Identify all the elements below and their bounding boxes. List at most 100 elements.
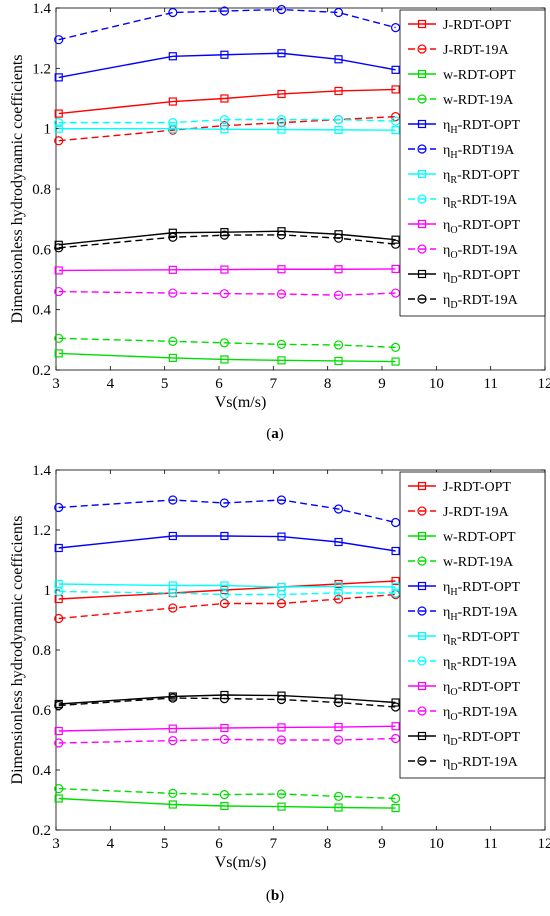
legend-label: J-RDT-OPT [443, 480, 511, 495]
series-3 [54, 783, 401, 804]
series-11 [54, 693, 401, 712]
series-line [58, 127, 396, 131]
legend-label: ηR-RDT-OPT [443, 168, 520, 186]
legend-label: ηR-RDT-19A [443, 193, 518, 211]
data-point [334, 86, 343, 96]
data-point [277, 532, 286, 541]
y-tick-label: 0.8 [32, 182, 51, 198]
data-point [276, 4, 287, 15]
y-tick-label: 1.4 [32, 463, 51, 479]
legend-label: ηH-RDT-19A [443, 605, 519, 623]
data-point [168, 228, 177, 237]
data-point [334, 356, 343, 366]
legend-swatch-marker [417, 119, 427, 129]
data-point [54, 109, 63, 118]
series-line [58, 583, 396, 588]
legend-label: ηD-RDT-19A [443, 293, 519, 311]
data-point [391, 65, 400, 74]
y-tick-label: 0.4 [32, 763, 51, 779]
data-point [277, 89, 286, 99]
data-point [277, 125, 286, 134]
data-point [168, 735, 178, 746]
data-point [333, 233, 344, 243]
legend-swatch-marker [417, 94, 427, 104]
series-6 [54, 579, 400, 592]
data-point [168, 265, 177, 274]
series-2 [54, 794, 400, 813]
x-tick-label: 4 [107, 836, 115, 852]
data-point [54, 124, 63, 133]
legend-label: w-RDT-19A [443, 93, 514, 108]
x-tick-label: 11 [483, 376, 497, 392]
y-axis-label: Dimensionless hydrodynamic coefficients [9, 516, 26, 785]
data-point [54, 243, 64, 253]
legend-box [399, 9, 546, 317]
data-point [391, 576, 400, 586]
data-point [54, 35, 64, 45]
legend-swatch-marker [417, 681, 427, 691]
data-point [168, 788, 178, 799]
series-7 [54, 115, 401, 128]
series-4 [54, 49, 400, 82]
data-point [276, 589, 287, 600]
data-point [219, 6, 230, 16]
legend-swatch-marker [417, 481, 427, 491]
data-point [220, 94, 229, 103]
series-line [58, 88, 396, 115]
data-point [168, 288, 178, 298]
data-point [220, 723, 229, 733]
data-point [54, 266, 63, 275]
data-point [219, 789, 230, 800]
legend-label: w-RDT-OPT [443, 68, 516, 83]
data-point [334, 803, 343, 812]
data-point [219, 498, 230, 508]
data-point [390, 239, 401, 249]
series-1 [54, 589, 401, 624]
data-point [220, 801, 229, 811]
legend-label: ηO-RDT-OPT [443, 680, 520, 698]
data-point [276, 115, 287, 125]
data-point [276, 735, 287, 745]
data-point [277, 723, 286, 732]
data-point [219, 589, 230, 600]
y-tick-label: 1.4 [32, 1, 51, 17]
y-tick-label: 0.6 [32, 242, 51, 258]
series-0 [54, 85, 400, 118]
data-point [333, 735, 344, 745]
series-line [58, 725, 396, 732]
legend: J-RDT-OPT J-RDT-19A w-RDT-OPT w-RDT-19A ηH-R… [399, 471, 546, 779]
data-point [220, 265, 229, 274]
series-line [58, 737, 396, 744]
legend-swatch-marker [417, 506, 427, 516]
series-line [58, 535, 396, 552]
chart-panel-a: 3 4 5 6 7 8 9 10 11 12 0.2 0.4 0.6 0.8 1 1.2 1.4 Vs(m/s) D… [9, 1, 550, 411]
data-point [54, 783, 64, 794]
data-point [168, 7, 178, 18]
x-tick-label: 4 [107, 376, 115, 392]
data-point [334, 537, 343, 547]
data-point [276, 694, 287, 705]
series-9 [54, 286, 401, 300]
data-point [334, 722, 343, 732]
data-point [54, 543, 63, 553]
legend-swatch-marker [417, 219, 427, 229]
legend-label: ηD-RDT-19A [443, 755, 519, 773]
data-point [276, 289, 287, 299]
legend-swatch-marker [417, 194, 427, 204]
series-6 [54, 124, 400, 135]
data-point [333, 504, 344, 514]
data-point [334, 55, 343, 64]
legend-swatch-marker [417, 69, 427, 79]
data-point [219, 289, 230, 299]
x-tick-label: 6 [215, 376, 223, 392]
data-point [390, 733, 401, 744]
data-point [333, 594, 344, 604]
legend-label: ηO-RDT-19A [443, 243, 519, 261]
x-tick-label: 3 [52, 836, 60, 852]
data-point [54, 73, 63, 82]
x-axis-label: Vs(m/s) [215, 854, 267, 871]
legend-label: J-RDT-OPT [443, 18, 511, 33]
series-7 [54, 586, 401, 600]
y-tick-label: 0.2 [32, 363, 51, 379]
data-point [54, 726, 63, 736]
